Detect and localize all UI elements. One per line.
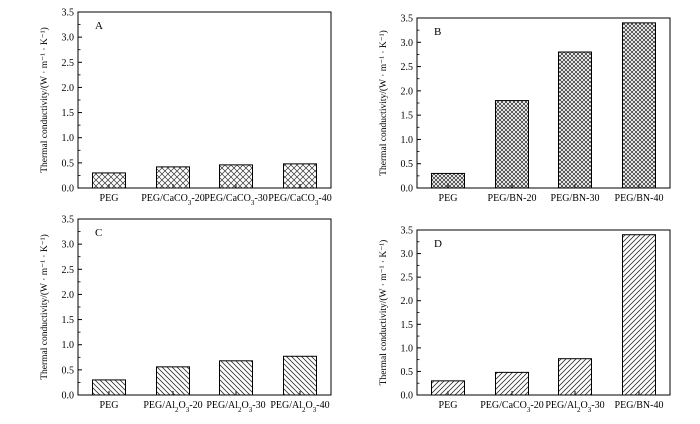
y-tick-label: 2.0 [62, 290, 75, 301]
x-category-label: PEG/CaCO3-30 [204, 193, 268, 207]
bar [431, 380, 465, 396]
x-category-label: PEG/Al2O3-30 [206, 400, 265, 414]
y-tick-label: 2.0 [62, 83, 75, 94]
x-category-label: PEG/BN-20 [488, 193, 537, 204]
bar [92, 172, 126, 189]
y-tick-label: 0.5 [401, 159, 414, 170]
y-tick-label: 2.5 [62, 58, 75, 69]
x-category-label: PEG [100, 400, 119, 411]
y-tick-label: 3.0 [62, 240, 75, 251]
y-tick-label: 1.5 [401, 111, 414, 122]
x-category-label: PEG/Al2O3-30 [545, 400, 604, 414]
y-tick-label: 0.0 [62, 391, 75, 402]
panel-label: A [95, 20, 103, 32]
y-tick-label: 0.0 [401, 184, 414, 195]
x-category-label: PEG/BN-40 [615, 400, 664, 411]
y-tick-label: 1.0 [62, 340, 75, 351]
bar [283, 355, 317, 396]
y-tick-label: 2.5 [401, 62, 414, 73]
y-tick-label: 2.5 [62, 265, 75, 276]
x-category-label: PEG/CaCO3-20 [480, 400, 544, 414]
bar [156, 366, 190, 396]
plot-frame [77, 11, 332, 189]
x-category-label: PEG/CaCO3-20 [141, 193, 205, 207]
x-category-label: PEG [439, 400, 458, 411]
y-axis-label: Thermal conductivity/(W · m⁻¹ · K⁻¹) [378, 30, 389, 176]
y-tick-label: 2.5 [401, 273, 414, 284]
y-tick-label: 0.0 [401, 391, 414, 402]
bar [558, 51, 592, 189]
y-tick-label: 1.5 [401, 320, 414, 331]
bar [622, 234, 656, 396]
y-tick-label: 3.0 [401, 249, 414, 260]
y-tick-label: 3.5 [62, 215, 75, 226]
y-tick-label: 2.0 [401, 296, 414, 307]
y-tick-label: 0.5 [62, 158, 75, 169]
x-category-label: PEG/CaCO3-40 [268, 193, 332, 207]
panel-C: 0.0 0.5 1.0 1.5 2.0 2.5 3.0 3.5 PEG PEG/Al2O3-20 P… [39, 215, 332, 414]
y-tick-label: 3.5 [401, 226, 414, 237]
x-category-label: PEG/BN-40 [615, 193, 664, 204]
y-axis-label: Thermal conductivity/(W · m⁻¹ · K⁻¹) [39, 27, 50, 173]
y-tick-label: 1.0 [62, 133, 75, 144]
y-tick-label: 3.5 [401, 14, 414, 25]
bar [219, 164, 253, 189]
y-tick-label: 1.5 [62, 315, 75, 326]
x-category-label: PEG [439, 193, 458, 204]
y-tick-label: 0.5 [62, 365, 75, 376]
bar [92, 379, 126, 396]
x-category-label: PEG/BN-30 [551, 193, 600, 204]
panel-B: 0.0 0.5 1.0 1.5 2.0 2.5 3.0 3.5 PEG PEG/BN-20 PEG/… [378, 14, 671, 204]
y-tick-label: 0.5 [401, 367, 414, 378]
y-tick-label: 3.0 [401, 38, 414, 49]
bar [495, 371, 529, 396]
bar [558, 358, 592, 396]
y-axis-label: Thermal conductivity/(W · m⁻¹ · K⁻¹) [39, 234, 50, 380]
y-tick-label: 1.5 [62, 108, 75, 119]
bar [219, 360, 253, 396]
y-tick-label: 3.5 [62, 8, 75, 19]
bar [156, 166, 190, 189]
y-tick-label: 3.0 [62, 33, 75, 44]
y-tick-label: 0.0 [62, 184, 75, 195]
bar [283, 163, 317, 189]
x-category-label: PEG/Al2O3-20 [143, 400, 202, 414]
x-category-label: PEG/Al2O3-40 [270, 400, 329, 414]
y-axis-label: Thermal conductivity/(W · m⁻¹ · K⁻¹) [378, 240, 389, 386]
panel-label: C [95, 227, 102, 239]
x-category-label: PEG [100, 193, 119, 204]
y-tick-label: 1.0 [401, 343, 414, 354]
bar [622, 22, 656, 189]
panel-label: B [434, 26, 441, 38]
bar [495, 100, 529, 189]
bar [431, 172, 465, 189]
panel-label: D [434, 238, 442, 250]
y-tick-label: 2.0 [401, 86, 414, 97]
y-tick-label: 1.0 [401, 135, 414, 146]
